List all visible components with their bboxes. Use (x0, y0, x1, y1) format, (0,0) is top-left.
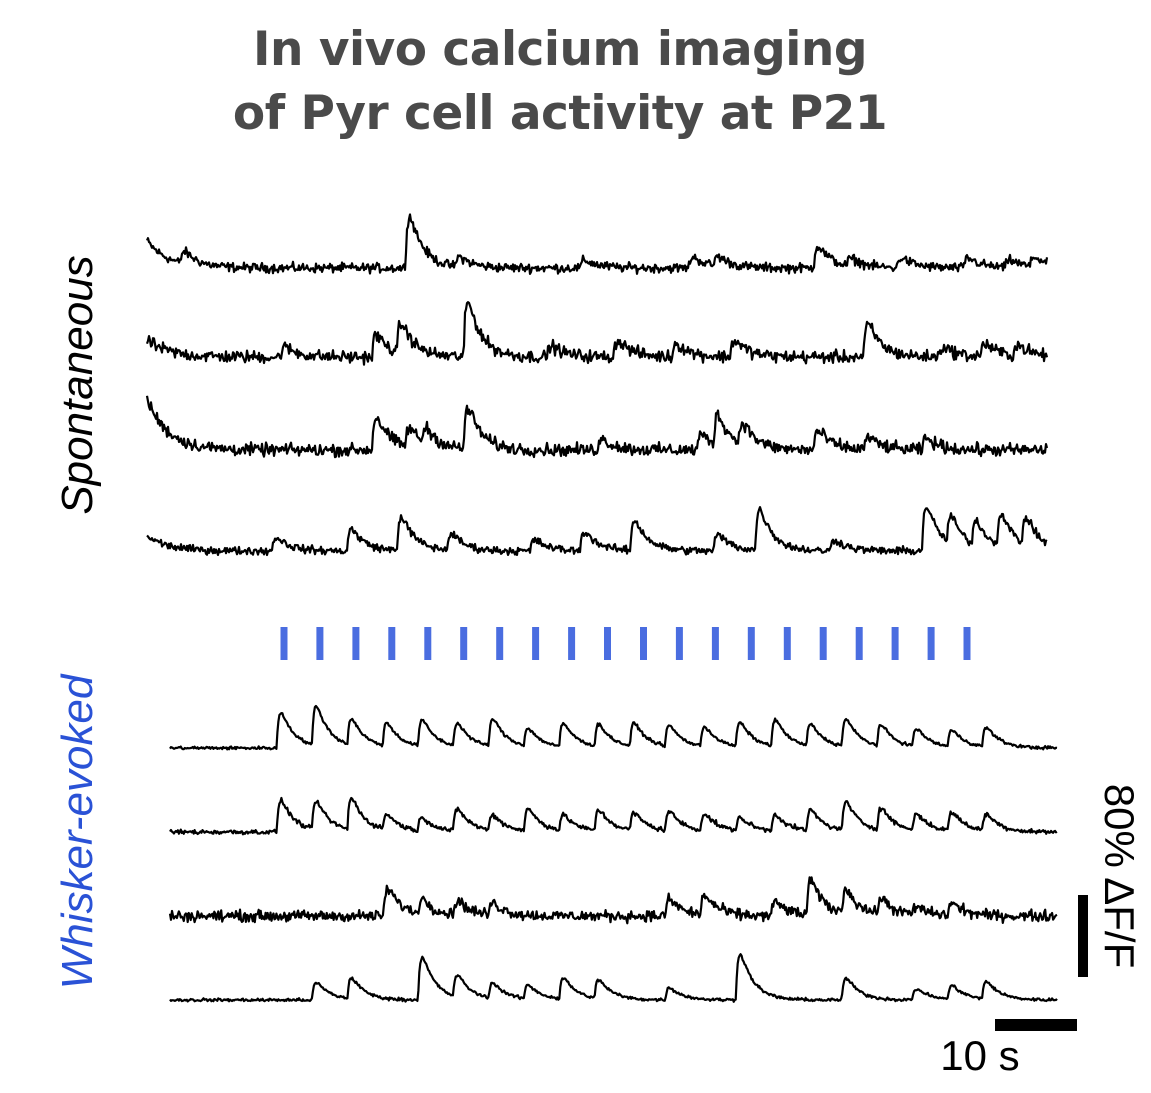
chart-title-line1: In vivo calcium imaging (253, 22, 867, 77)
stimulus-markers (280, 627, 971, 660)
trace-whisker-evoked-1 (169, 704, 1058, 751)
trace-spontaneous-4 (146, 506, 1048, 557)
scale-bar-horizontal (995, 1019, 1077, 1031)
whisker-evoked-label: Whisker-evoked (53, 673, 102, 989)
trace-whisker-evoked-4 (169, 953, 1058, 1003)
trace-spontaneous-3 (145, 395, 1049, 459)
scale-bar-y-label: 80% ΔF/F (1096, 784, 1143, 968)
whisker-evoked-traces (168, 704, 1058, 1003)
scale-bar-vertical (1078, 895, 1088, 977)
trace-spontaneous-2 (145, 301, 1049, 366)
trace-whisker-evoked-2 (169, 796, 1058, 836)
trace-whisker-evoked-3 (168, 876, 1058, 925)
spontaneous-traces (145, 213, 1049, 557)
chart-title: In vivo calcium imaging of Pyr cell acti… (150, 18, 970, 146)
spontaneous-label: Spontaneous (53, 255, 102, 514)
chart-title-line2: of Pyr cell activity at P21 (232, 86, 888, 141)
scale-bar-x-label: 10 s (940, 1032, 1019, 1079)
trace-spontaneous-1 (145, 213, 1049, 275)
